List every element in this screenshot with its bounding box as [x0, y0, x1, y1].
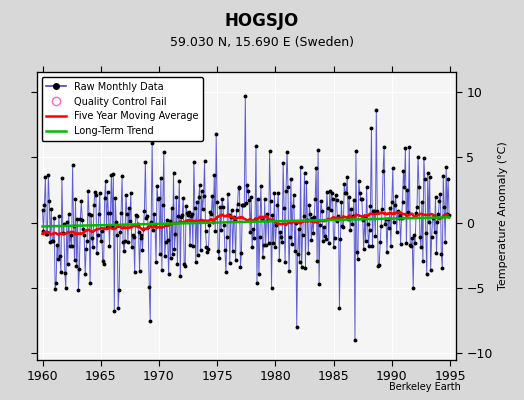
Text: HOGSJO: HOGSJO — [225, 12, 299, 30]
Legend: Raw Monthly Data, Quality Control Fail, Five Year Moving Average, Long-Term Tren: Raw Monthly Data, Quality Control Fail, … — [41, 77, 203, 141]
Text: 59.030 N, 15.690 E (Sweden): 59.030 N, 15.690 E (Sweden) — [170, 36, 354, 49]
Y-axis label: Temperature Anomaly (°C): Temperature Anomaly (°C) — [498, 142, 508, 290]
Text: Berkeley Earth: Berkeley Earth — [389, 382, 461, 392]
